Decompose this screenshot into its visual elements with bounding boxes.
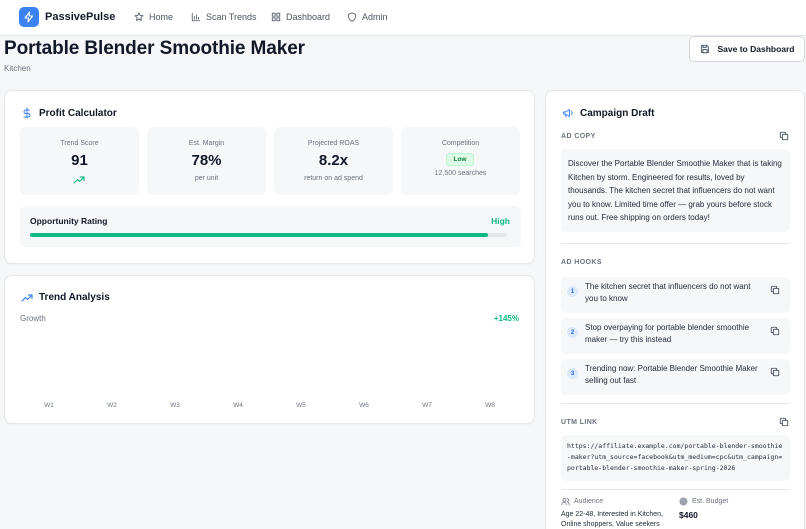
nav-home[interactable]: Home (134, 12, 173, 22)
metric-label: Trend Score (60, 140, 99, 147)
save-button-label: Save to Dashboard (717, 44, 795, 54)
hook-text: The kitchen secret that influencers do n… (585, 282, 751, 303)
nav-scan-trends-label: Scan Trends (206, 12, 257, 22)
ad-hook-item: 2 Stop overpaying for portable blender s… (561, 318, 790, 354)
metric-label: Projected ROAS (307, 140, 360, 147)
profit-calculator-title: Profit Calculator (39, 107, 117, 119)
ad-copy-label: AD COPY (561, 133, 596, 140)
opportunity-track (30, 233, 507, 237)
dollar-icon (23, 107, 31, 119)
brand-name: PassivePulse (45, 11, 116, 23)
metric-label: Est. Margin (188, 140, 225, 147)
opportunity-label: Opportunity Rating (30, 216, 108, 226)
ad-copy-text: Discover the Portable Blender Smoothie M… (561, 149, 790, 232)
budget-value: $460 (679, 510, 698, 520)
ad-hook-item: 1 The kitchen secret that influencers do… (561, 277, 790, 313)
megaphone-icon (563, 109, 573, 118)
opportunity-fill (30, 233, 488, 237)
metric-label: Competition (441, 140, 480, 147)
week-label: W3 (170, 402, 180, 409)
divider (561, 489, 790, 490)
ad-hook-item: 3 Trending now: Portable Blender Smoothi… (561, 359, 790, 395)
budget-icon (679, 497, 688, 506)
metric-value: 78% (191, 152, 222, 169)
metric-value: 91 (71, 152, 88, 169)
week-label: W1 (44, 402, 54, 409)
copy-utm-icon[interactable] (779, 417, 789, 427)
week-label: W8 (485, 402, 495, 409)
home-icon (134, 12, 144, 21)
week-label: W6 (359, 402, 369, 409)
week-label: W7 (422, 402, 432, 409)
nav-dashboard[interactable]: Dashboard (271, 12, 330, 22)
hook-text: Trending now: Portable Blender Smoothie … (585, 364, 758, 385)
utm-link-text[interactable]: https://affiliate.example.com/portable-b… (561, 435, 790, 481)
page-category: Kitchen (4, 64, 31, 73)
copy-hook-icon[interactable] (770, 326, 780, 336)
week-label: W5 (296, 402, 306, 409)
shield-icon (348, 12, 356, 22)
campaign-draft-card: Campaign Draft AD COPY Discover the Port… (545, 90, 805, 529)
week-label: W2 (107, 402, 117, 409)
ad-hooks-label: AD HOOKS (561, 259, 602, 266)
metric-sub: 12,500 searches (434, 170, 487, 177)
hook-number: 3 (567, 368, 578, 379)
metric-value: 8.2x (318, 152, 349, 169)
budget-label: Est. Budget (679, 497, 728, 506)
users-icon (561, 498, 570, 506)
divider (561, 403, 790, 404)
opportunity-value: High (491, 216, 510, 226)
trending-up-icon (73, 176, 85, 184)
top-nav: PassivePulse Home Scan Trends Dashboard … (0, 0, 806, 36)
profit-calculator-header: Profit Calculator (21, 107, 117, 119)
week-label: W4 (233, 402, 243, 409)
competition-badge: Low (446, 153, 474, 166)
trend-analysis-header: Trend Analysis (21, 292, 110, 303)
copy-ad-copy-icon[interactable] (779, 131, 789, 141)
audience-text: Age 22-48, Interested in Kitchen, Online… (561, 511, 663, 528)
growth-value: +145% (493, 314, 519, 323)
metric-sub: return on ad spend (304, 175, 363, 182)
divider (561, 243, 790, 244)
opportunity-rating: Opportunity Rating High (20, 206, 521, 247)
dashboard-icon (271, 12, 281, 22)
page-title: Portable Blender Smoothie Maker (4, 38, 305, 59)
trending-up-icon (21, 293, 33, 302)
trend-analysis-card: Trend Analysis Growth +145% W1 W2 W3 W4 … (4, 275, 535, 424)
copy-hook-icon[interactable] (770, 285, 780, 295)
brand[interactable]: PassivePulse (19, 7, 115, 27)
nav-scan-trends[interactable]: Scan Trends (191, 12, 257, 22)
nav-dashboard-label: Dashboard (286, 12, 331, 22)
save-icon (700, 44, 709, 54)
audience-label: Audience (561, 497, 603, 506)
hook-text: Stop overpaying for portable blender smo… (585, 323, 750, 344)
campaign-draft-title: Campaign Draft (580, 107, 655, 119)
bar-chart-icon (191, 12, 201, 22)
hook-number: 1 (567, 286, 578, 297)
audience-label-text: Audience (574, 498, 604, 505)
trend-analysis-title: Trend Analysis (39, 292, 110, 303)
budget-label-text: Est. Budget (692, 498, 729, 505)
nav-admin[interactable]: Admin (347, 12, 388, 22)
metric-sub: per unit (194, 175, 219, 182)
metric-est-margin: Est. Margin 78% per unit (147, 127, 266, 195)
profit-calculator-card: Profit Calculator Trend Score 91 Est. Ma… (4, 90, 535, 264)
metric-competition: Competition Low 12,500 searches (401, 127, 520, 195)
utm-link-label: UTM LINK (561, 419, 598, 426)
campaign-draft-header: Campaign Draft (562, 107, 654, 119)
logo-icon (19, 7, 39, 27)
hook-number: 2 (567, 327, 578, 338)
metric-trend-score: Trend Score 91 (20, 127, 139, 195)
copy-hook-icon[interactable] (770, 367, 780, 377)
growth-label: Growth (20, 314, 46, 323)
save-to-dashboard-button[interactable]: Save to Dashboard (689, 36, 805, 62)
nav-admin-label: Admin (362, 12, 388, 22)
nav-home-label: Home (149, 12, 174, 22)
metric-projected-roas: Projected ROAS 8.2x return on ad spend (274, 127, 393, 195)
